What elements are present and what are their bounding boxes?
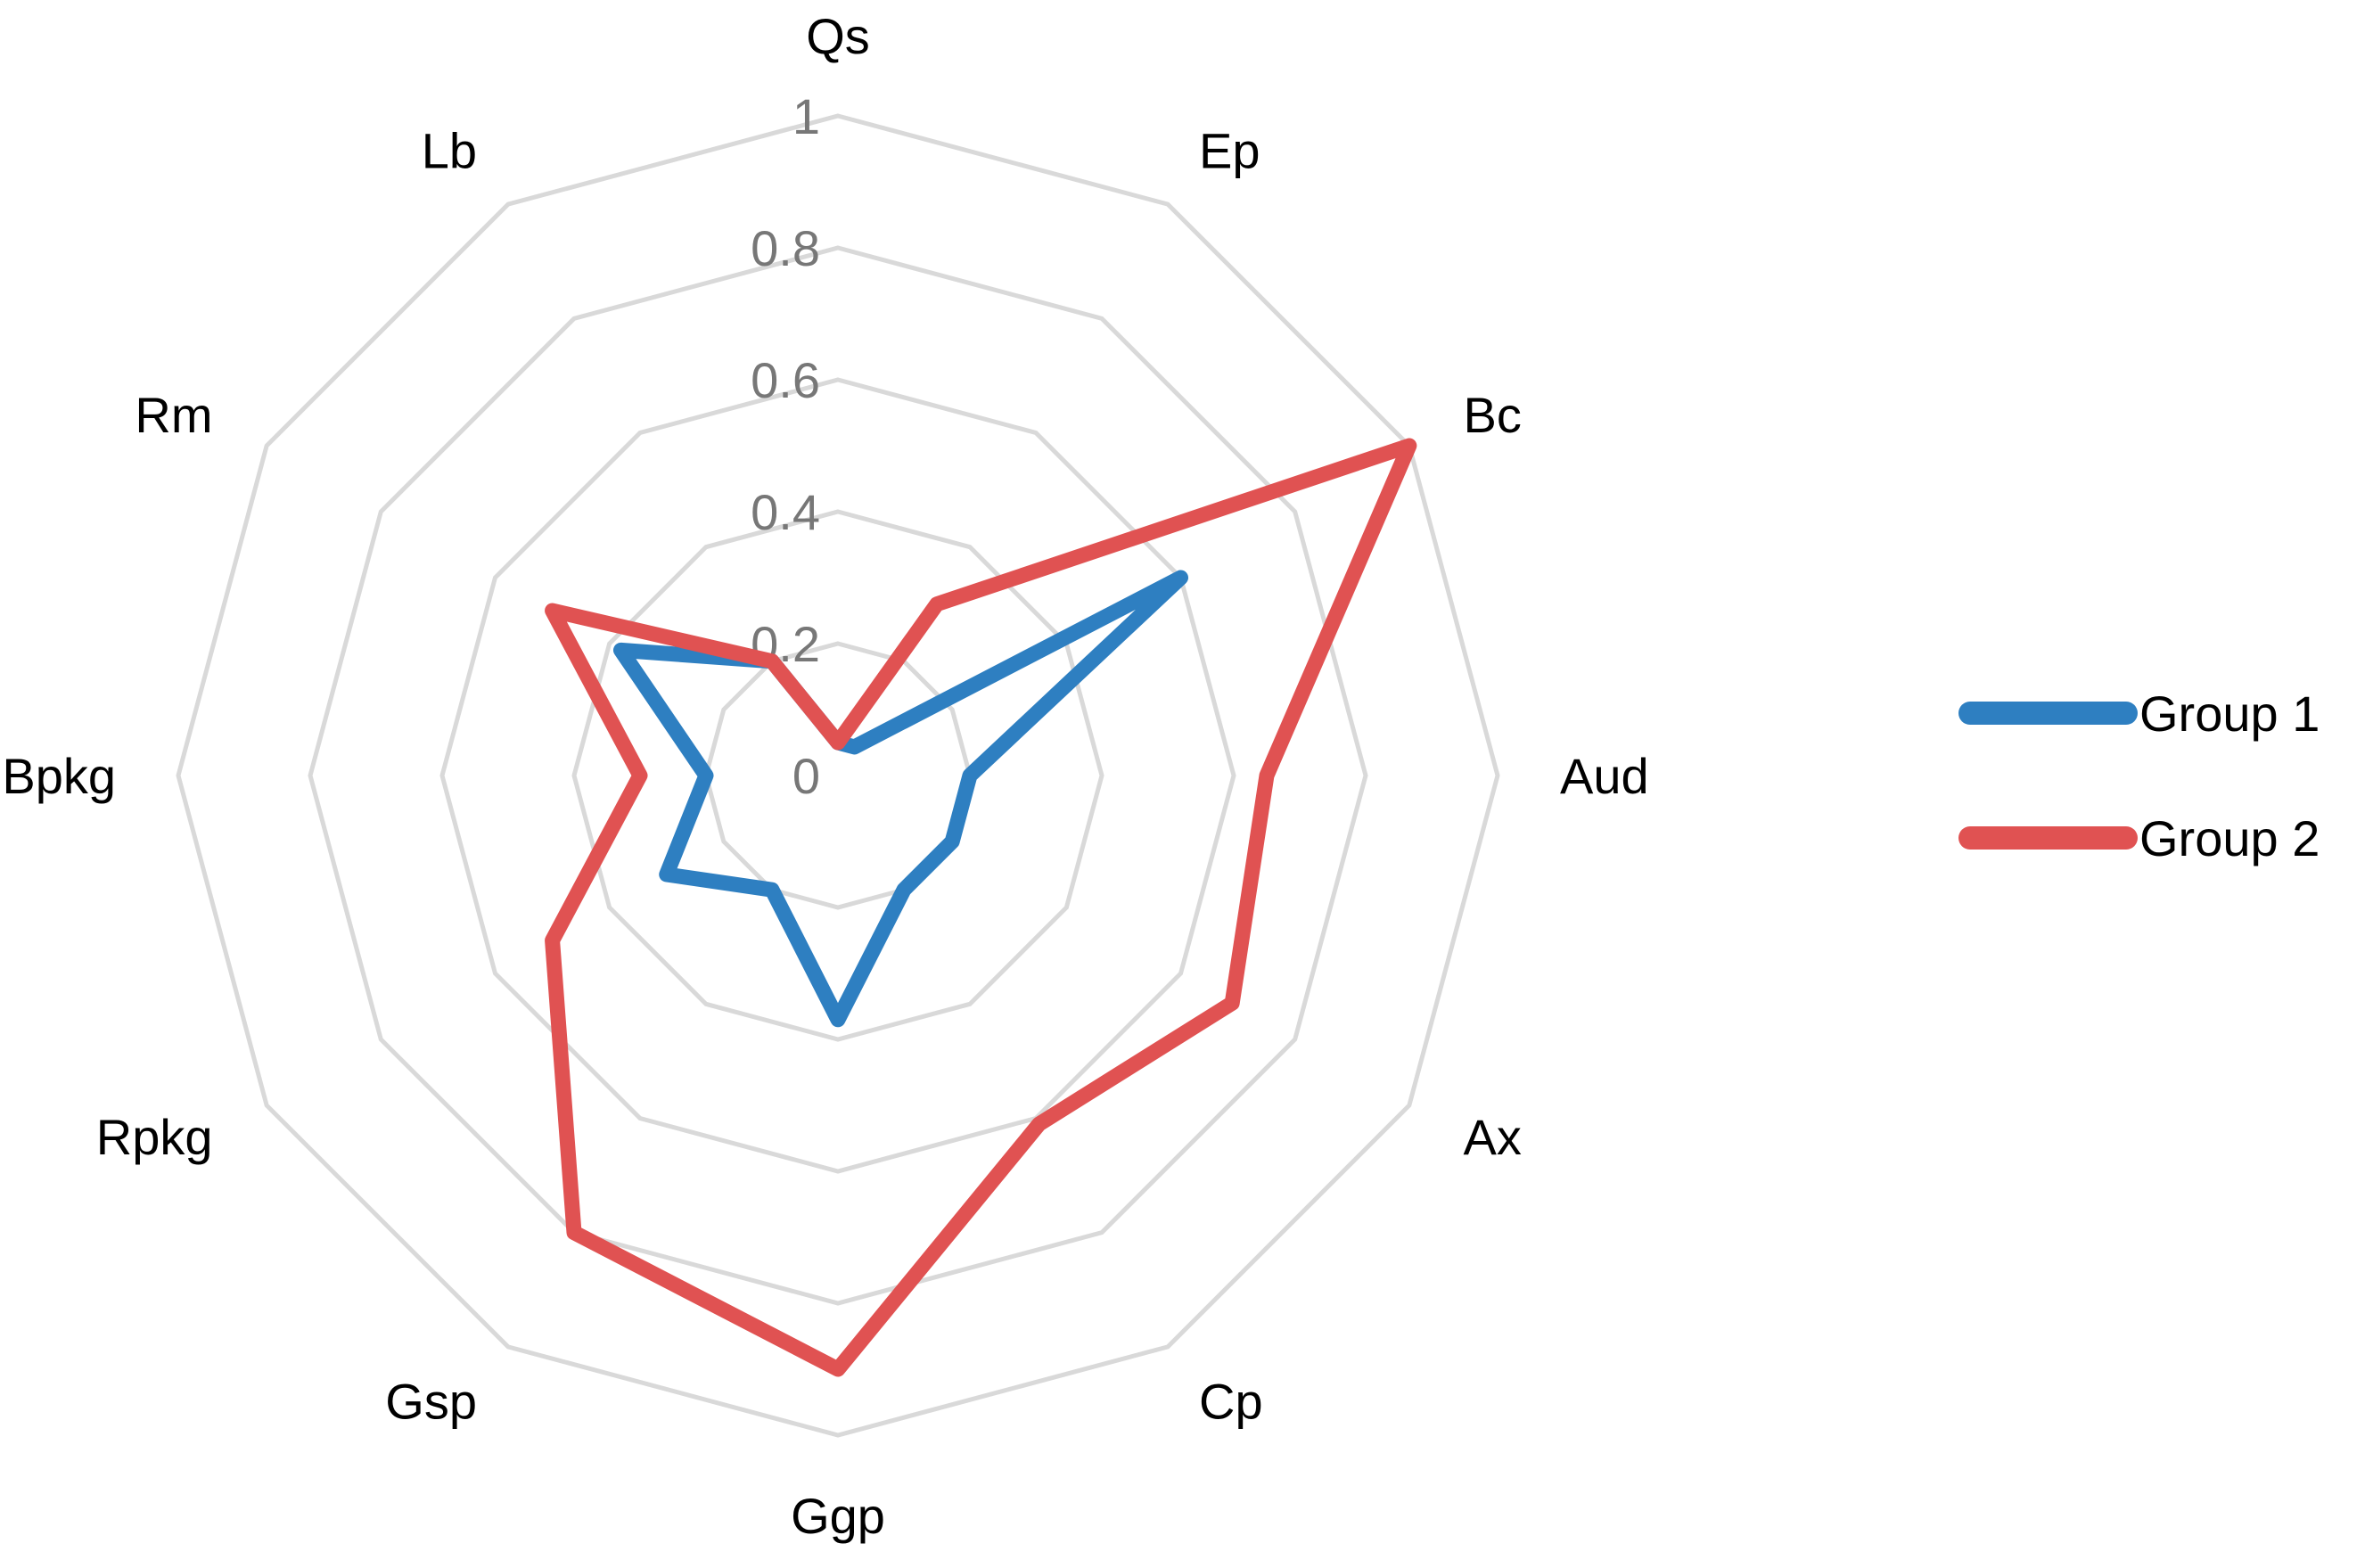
category-label-ax: Ax [1463, 1109, 1521, 1165]
category-label-ggp: Ggp [791, 1488, 885, 1544]
category-labels: Qs Ep Bc Aud Ax Cp Ggp Gsp Rpkg Bpkg Rm Lb [2, 8, 1648, 1544]
radial-tick-labels: 00.20.40.60.81 [751, 88, 820, 804]
grid-ring-5 [176, 113, 1500, 1438]
category-label-gsp: Gsp [385, 1373, 477, 1429]
tick-label-0: 0 [792, 748, 820, 804]
category-label-ep: Ep [1199, 123, 1260, 179]
category-label-cp: Cp [1199, 1373, 1263, 1429]
grid-ring-1 [703, 641, 973, 910]
legend-label-1: Group 1 [2139, 685, 2320, 742]
series-line-1 [612, 570, 1189, 1028]
category-label-rm: Rm [135, 387, 212, 443]
legend: Group 1 Group 2 [1958, 685, 2320, 866]
grid-ring-4 [308, 245, 1368, 1306]
tick-label-2: 0.4 [751, 484, 820, 540]
radar-grid [176, 113, 1500, 1438]
category-label-lb: Lb [422, 123, 477, 179]
category-label-rpkg: Rpkg [96, 1109, 213, 1165]
category-label-aud: Aud [1560, 748, 1649, 804]
tick-label-5: 1 [792, 88, 820, 144]
series-line-2 [545, 438, 1417, 1377]
category-label-qs: Qs [806, 8, 870, 64]
tick-label-3: 0.6 [751, 352, 820, 408]
legend-label-2: Group 2 [2139, 810, 2320, 866]
grid-ring-2 [571, 509, 1104, 1042]
category-label-bpkg: Bpkg [2, 748, 116, 804]
series-lines [545, 438, 1417, 1377]
category-label-bc: Bc [1463, 387, 1521, 443]
tick-label-4: 0.8 [751, 220, 820, 276]
